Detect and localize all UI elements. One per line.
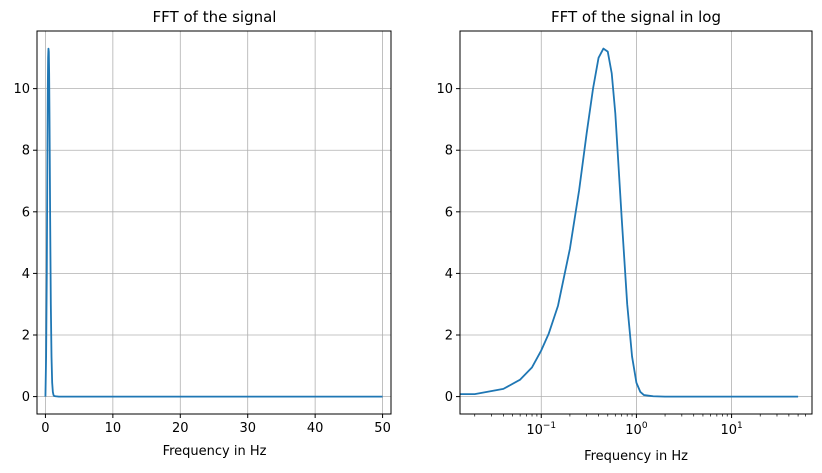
y-tick-label: 8 — [445, 144, 453, 159]
fft-log-panel: FFT of the signal in log Frequency in Hz… — [436, 8, 813, 464]
x-tick-label: 0 — [41, 421, 49, 436]
chart-title: FFT of the signal — [153, 8, 277, 26]
y-tick-label: 2 — [22, 328, 30, 343]
x-axis-label: Frequency in Hz — [584, 449, 688, 464]
x-tick-label: 20 — [172, 421, 189, 436]
x-tick-label: 10−1 — [526, 421, 556, 438]
y-tick-label: 2 — [445, 328, 453, 343]
y-tick-label: 10 — [13, 82, 30, 97]
x-tick-label: 10 — [105, 421, 122, 436]
x-tick-label: 100 — [625, 421, 648, 438]
x-tick-label: 30 — [239, 421, 256, 436]
x-tick-label: 50 — [374, 421, 391, 436]
series-line — [44, 47, 383, 398]
y-tick-label: 0 — [22, 390, 30, 405]
x-tick-label: 101 — [720, 421, 742, 438]
series-line — [460, 47, 799, 398]
y-tick-label: 4 — [22, 267, 30, 282]
chart-title: FFT of the signal in log — [551, 8, 721, 26]
y-tick-label: 0 — [445, 390, 453, 405]
y-tick-label: 8 — [22, 144, 30, 159]
x-axis-label: Frequency in Hz — [163, 444, 267, 459]
y-tick-label: 6 — [445, 205, 453, 220]
y-tick-label: 10 — [436, 82, 453, 97]
y-tick-label: 4 — [445, 267, 453, 282]
x-tick-label: 40 — [307, 421, 324, 436]
y-tick-label: 6 — [22, 205, 30, 220]
axes-frame — [36, 30, 392, 415]
fft-linear-panel: FFT of the signal Frequency in Hz 0 10 20 3… — [13, 8, 392, 459]
